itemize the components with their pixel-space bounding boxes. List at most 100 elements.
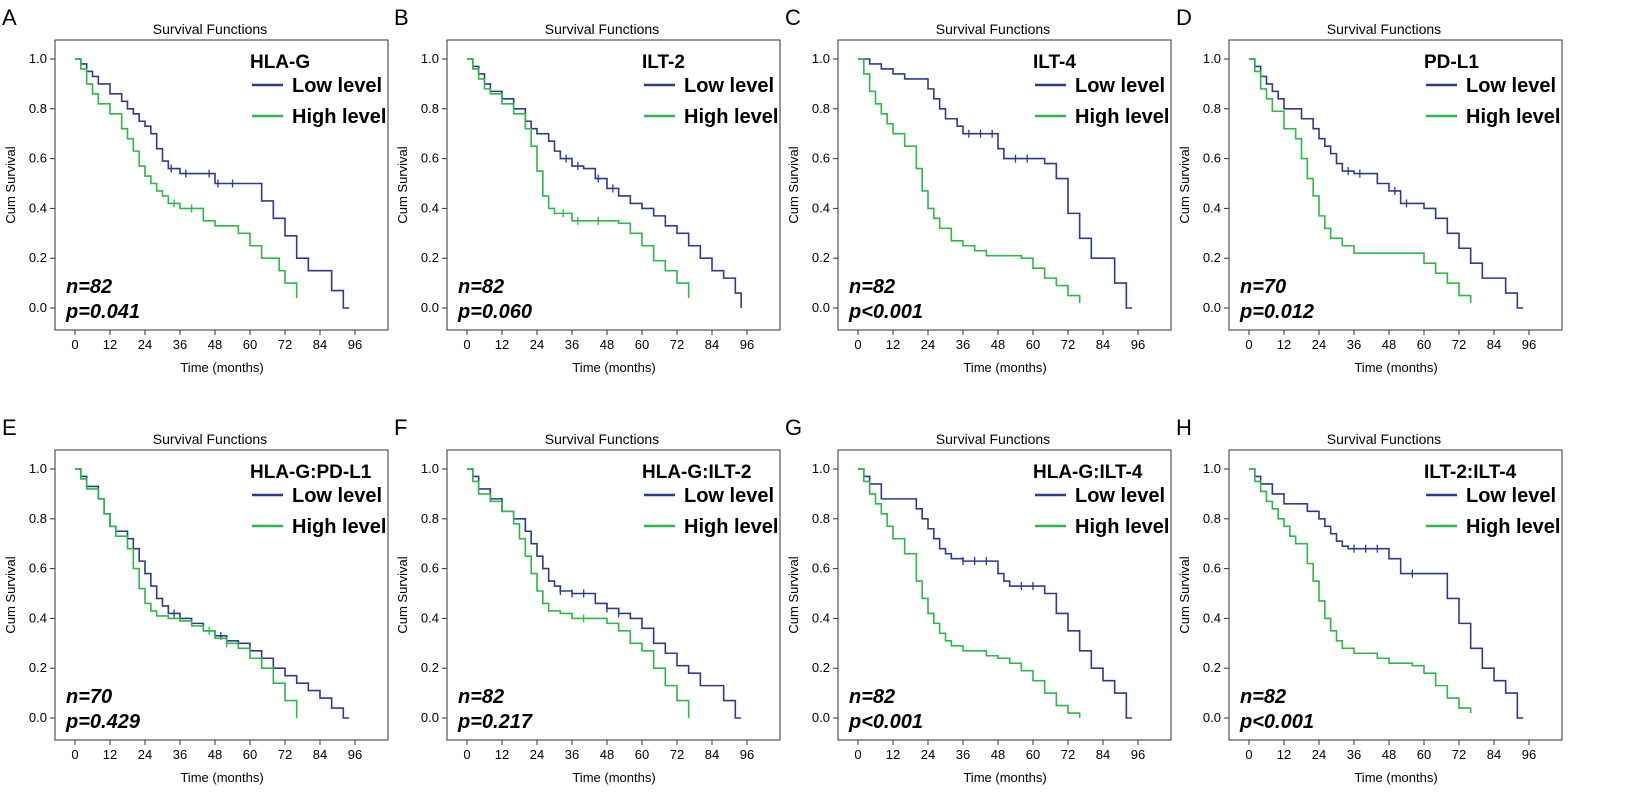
y-tick-label: 0.0 xyxy=(1203,710,1221,725)
high-level-curve xyxy=(1249,468,1472,714)
high-level-curve xyxy=(467,58,690,299)
low-level-curve xyxy=(858,58,1133,309)
y-tick-label: 0.6 xyxy=(29,151,47,166)
x-tick-label: 36 xyxy=(565,337,579,352)
plot-frame xyxy=(446,39,781,331)
y-tick-label: 0.2 xyxy=(1203,660,1221,675)
x-tick-label: 72 xyxy=(278,747,292,762)
sample-size: n=82 xyxy=(458,276,504,298)
x-tick-label: 72 xyxy=(670,747,684,762)
chart-panel-h: H Survival Functions 0.0 0.2 0.4 0.6 0.8 1.0 0 12… xyxy=(1176,415,1563,785)
x-tick-label: 72 xyxy=(278,337,292,352)
x-tick-label: 36 xyxy=(173,337,187,352)
y-tick-label: 0.8 xyxy=(421,511,439,526)
x-tick-label: 24 xyxy=(138,337,152,352)
p-value: p=0.012 xyxy=(1239,301,1314,323)
chart-panel-e: E Survival Functions 0.0 0.2 0.4 0.6 0.8 1.0 0 12… xyxy=(2,415,389,785)
x-tick-label: 72 xyxy=(1061,337,1075,352)
marker-label: ILT-2 xyxy=(642,52,685,73)
x-axis-label: Time (months) xyxy=(572,770,655,785)
x-tick-label: 60 xyxy=(243,747,257,762)
x-tick-label: 96 xyxy=(1131,337,1145,352)
y-tick-label: 1.0 xyxy=(812,461,830,476)
high-level-curve xyxy=(75,58,298,299)
y-tick-label: 0.0 xyxy=(29,710,47,725)
x-axis-label: Time (months) xyxy=(572,360,655,375)
legend-low-label: Low level xyxy=(292,75,382,97)
x-tick-label: 60 xyxy=(1026,337,1040,352)
sample-size: n=70 xyxy=(1240,276,1286,298)
panel-letter: A xyxy=(2,5,17,30)
y-tick-label: 0.4 xyxy=(1203,610,1221,625)
panel-letter: E xyxy=(2,415,17,440)
p-value: p=0.060 xyxy=(457,301,532,323)
chart-title: Survival Functions xyxy=(1327,21,1441,37)
plot-frame xyxy=(837,39,1172,331)
x-tick-label: 48 xyxy=(1382,747,1396,762)
sample-size: n=82 xyxy=(66,276,112,298)
x-tick-label: 24 xyxy=(1312,337,1326,352)
high-level-curve xyxy=(1249,58,1472,304)
x-tick-label: 84 xyxy=(313,337,327,352)
sample-size: n=82 xyxy=(458,686,504,708)
plot-frame xyxy=(446,449,781,741)
y-tick-label: 1.0 xyxy=(29,461,47,476)
x-tick-label: 96 xyxy=(348,747,362,762)
x-tick-label: 60 xyxy=(635,747,649,762)
chart-title: Survival Functions xyxy=(153,21,267,37)
p-value: p=0.429 xyxy=(65,711,141,733)
y-tick-label: 0.2 xyxy=(1203,250,1221,265)
x-tick-label: 12 xyxy=(886,747,900,762)
y-tick-label: 0.8 xyxy=(1203,511,1221,526)
marker-label: PD-L1 xyxy=(1424,52,1479,73)
panel-letter: F xyxy=(394,415,407,440)
x-tick-label: 24 xyxy=(1312,747,1326,762)
x-tick-label: 12 xyxy=(103,337,117,352)
chart-title: Survival Functions xyxy=(153,431,267,447)
y-tick-label: 0.6 xyxy=(29,561,47,576)
chart-panel-f: F Survival Functions 0.0 0.2 0.4 0.6 0.8 1.0 0 12… xyxy=(394,415,781,785)
low-level-curve xyxy=(75,58,350,309)
plot-frame xyxy=(1228,39,1563,331)
x-tick-label: 12 xyxy=(1277,747,1291,762)
y-tick-label: 0.6 xyxy=(1203,151,1221,166)
y-tick-label: 0.8 xyxy=(1203,101,1221,116)
x-axis-label: Time (months) xyxy=(1354,770,1437,785)
x-tick-label: 84 xyxy=(1096,747,1110,762)
x-tick-label: 0 xyxy=(463,747,470,762)
x-tick-label: 12 xyxy=(1277,337,1291,352)
high-level-curve xyxy=(858,468,1081,718)
plot-frame xyxy=(837,449,1172,741)
x-tick-label: 96 xyxy=(348,337,362,352)
x-tick-label: 48 xyxy=(208,747,222,762)
x-tick-label: 96 xyxy=(1522,337,1536,352)
x-tick-label: 0 xyxy=(1245,747,1252,762)
x-axis-label: Time (months) xyxy=(963,770,1046,785)
x-tick-label: 36 xyxy=(1347,747,1361,762)
x-tick-label: 84 xyxy=(313,747,327,762)
x-tick-label: 72 xyxy=(1061,747,1075,762)
x-tick-label: 24 xyxy=(138,747,152,762)
x-tick-label: 48 xyxy=(1382,337,1396,352)
y-tick-label: 1.0 xyxy=(1203,51,1221,66)
y-tick-label: 0.0 xyxy=(812,710,830,725)
panel-letter: B xyxy=(394,5,409,30)
y-tick-label: 0.6 xyxy=(812,561,830,576)
y-tick-label: 0.0 xyxy=(812,300,830,315)
x-tick-label: 12 xyxy=(103,747,117,762)
y-tick-label: 0.4 xyxy=(421,200,439,215)
y-tick-label: 0.8 xyxy=(812,101,830,116)
x-tick-label: 60 xyxy=(635,337,649,352)
x-tick-label: 48 xyxy=(600,337,614,352)
x-tick-label: 84 xyxy=(1487,747,1501,762)
x-tick-label: 60 xyxy=(243,337,257,352)
legend-low-label: Low level xyxy=(1075,75,1165,97)
plot-frame xyxy=(54,39,389,331)
y-tick-label: 0.8 xyxy=(812,511,830,526)
y-tick-label: 0.2 xyxy=(812,660,830,675)
low-level-curve xyxy=(858,468,1133,719)
panel-letter: D xyxy=(1176,5,1192,30)
panel-letter: C xyxy=(785,5,801,30)
y-tick-label: 0.2 xyxy=(29,660,47,675)
x-tick-label: 36 xyxy=(1347,337,1361,352)
